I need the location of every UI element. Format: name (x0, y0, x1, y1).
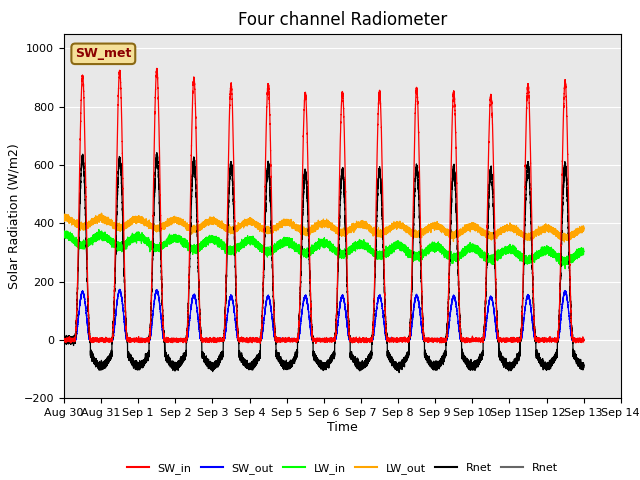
Line: LW_out: LW_out (64, 213, 584, 242)
SW_in (86, 337, 94, 343)
SW_out (477, 337, 484, 343)
Legend: SW_in, SW_out, LW_in, LW_out, Rnet, Rnet: SW_in, SW_out, LW_in, LW_out, Rnet, Rnet (122, 459, 563, 479)
SW_out (86, 337, 94, 343)
LW_in (86, 239, 94, 245)
SW_in (506, 337, 513, 343)
SW_in (153, 65, 161, 71)
LW_out (306, 226, 314, 232)
Rnet (477, 354, 484, 360)
Rnet (580, 363, 588, 369)
LW_out (185, 224, 193, 230)
SW_in (140, 336, 148, 342)
LW_in (95, 227, 102, 232)
SW_out (506, 337, 513, 343)
LW_out (580, 226, 588, 232)
Y-axis label: Solar Radiation (W/m2): Solar Radiation (W/m2) (8, 143, 21, 289)
LW_in (306, 248, 314, 253)
SW_out (116, 287, 124, 292)
Line: SW_in: SW_in (64, 68, 584, 344)
SW_in (306, 240, 314, 246)
Rnet (396, 370, 403, 375)
LW_in (185, 246, 193, 252)
LW_out (477, 227, 484, 232)
LW_in (60, 232, 68, 238)
SW_out (140, 336, 148, 342)
SW_out (60, 337, 68, 343)
SW_out (580, 337, 588, 343)
Rnet (60, 339, 68, 345)
LW_out (140, 221, 148, 227)
Title: Four channel Radiometer: Four channel Radiometer (238, 11, 447, 29)
SW_out (185, 327, 193, 333)
SW_in (580, 337, 588, 343)
LW_in (580, 247, 588, 253)
LW_in (477, 251, 484, 256)
LW_in (506, 247, 513, 252)
LW_in (140, 239, 148, 245)
LW_out (60, 214, 68, 219)
Rnet (153, 150, 161, 156)
Rnet (140, 360, 148, 365)
SW_out (60, 337, 68, 343)
SW_in (477, 337, 484, 343)
SW_in (185, 292, 193, 298)
LW_out (86, 220, 94, 226)
Line: LW_in: LW_in (64, 229, 584, 269)
Rnet (506, 363, 513, 369)
SW_in (60, 336, 68, 342)
X-axis label: Time: Time (327, 421, 358, 434)
LW_in (561, 266, 569, 272)
Line: Rnet: Rnet (64, 153, 584, 372)
Text: SW_met: SW_met (75, 48, 131, 60)
LW_out (561, 239, 568, 245)
Line: SW_out: SW_out (64, 289, 584, 340)
Rnet (185, 297, 193, 303)
LW_out (98, 210, 106, 216)
LW_out (506, 223, 513, 229)
Rnet (306, 261, 314, 267)
SW_out (306, 317, 314, 323)
SW_in (312, 341, 320, 347)
Rnet (86, 336, 94, 342)
